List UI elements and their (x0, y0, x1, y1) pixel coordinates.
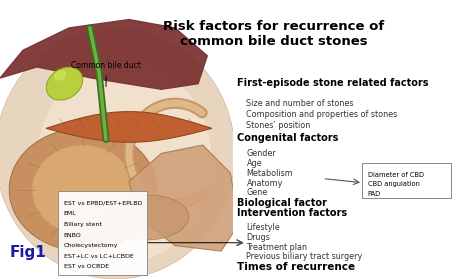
Text: Anatomy: Anatomy (246, 179, 283, 187)
Polygon shape (32, 145, 134, 234)
Ellipse shape (37, 61, 212, 262)
Text: Treatment plan: Treatment plan (246, 243, 308, 252)
Text: Composition and properties of stones: Composition and properties of stones (246, 110, 398, 119)
Polygon shape (9, 128, 156, 251)
Ellipse shape (54, 70, 66, 81)
Text: Stones’ position: Stones’ position (246, 121, 310, 130)
FancyBboxPatch shape (57, 191, 147, 275)
Ellipse shape (0, 28, 235, 279)
FancyBboxPatch shape (362, 163, 451, 198)
Text: Lifestyle: Lifestyle (246, 223, 280, 232)
FancyBboxPatch shape (233, 0, 461, 279)
Text: EML: EML (64, 211, 76, 217)
Text: Gene: Gene (246, 188, 268, 197)
Text: Biliary stent: Biliary stent (64, 222, 101, 227)
Text: Diameter of CBD: Diameter of CBD (368, 172, 424, 178)
Text: Metabolism: Metabolism (246, 169, 293, 178)
Text: Fig1: Fig1 (9, 245, 46, 260)
Polygon shape (46, 112, 212, 142)
Text: EST+LC vs LC+LCBDE: EST+LC vs LC+LCBDE (64, 254, 133, 259)
Text: Times of recurrence: Times of recurrence (237, 262, 356, 272)
Text: Common bile duct: Common bile duct (72, 61, 141, 86)
Text: Size and number of stones: Size and number of stones (246, 99, 354, 108)
Text: PAD: PAD (368, 191, 381, 197)
Text: Gender: Gender (246, 149, 276, 158)
Text: Risk factors for recurrence of
common bile duct stones: Risk factors for recurrence of common bi… (164, 20, 385, 47)
Ellipse shape (106, 195, 189, 240)
Text: CBD angulation: CBD angulation (368, 181, 419, 187)
Text: Drugs: Drugs (246, 233, 270, 242)
Text: Cholecystectomy: Cholecystectomy (64, 243, 118, 248)
Text: Previous biliary tract surgery: Previous biliary tract surgery (246, 252, 363, 261)
Ellipse shape (46, 67, 82, 100)
Text: EST vs EPBD/EST+EPLBD: EST vs EPBD/EST+EPLBD (64, 201, 142, 206)
Polygon shape (129, 145, 239, 251)
Text: First-episode stone related factors: First-episode stone related factors (237, 78, 429, 88)
Text: Intervention factors: Intervention factors (237, 208, 347, 218)
Text: Biological factor: Biological factor (237, 198, 327, 208)
Text: Congenital factors: Congenital factors (237, 133, 338, 143)
Text: Age: Age (246, 159, 262, 168)
Text: ENBO: ENBO (64, 233, 82, 238)
Text: EST vs OCBDE: EST vs OCBDE (64, 264, 109, 270)
Polygon shape (0, 20, 207, 89)
